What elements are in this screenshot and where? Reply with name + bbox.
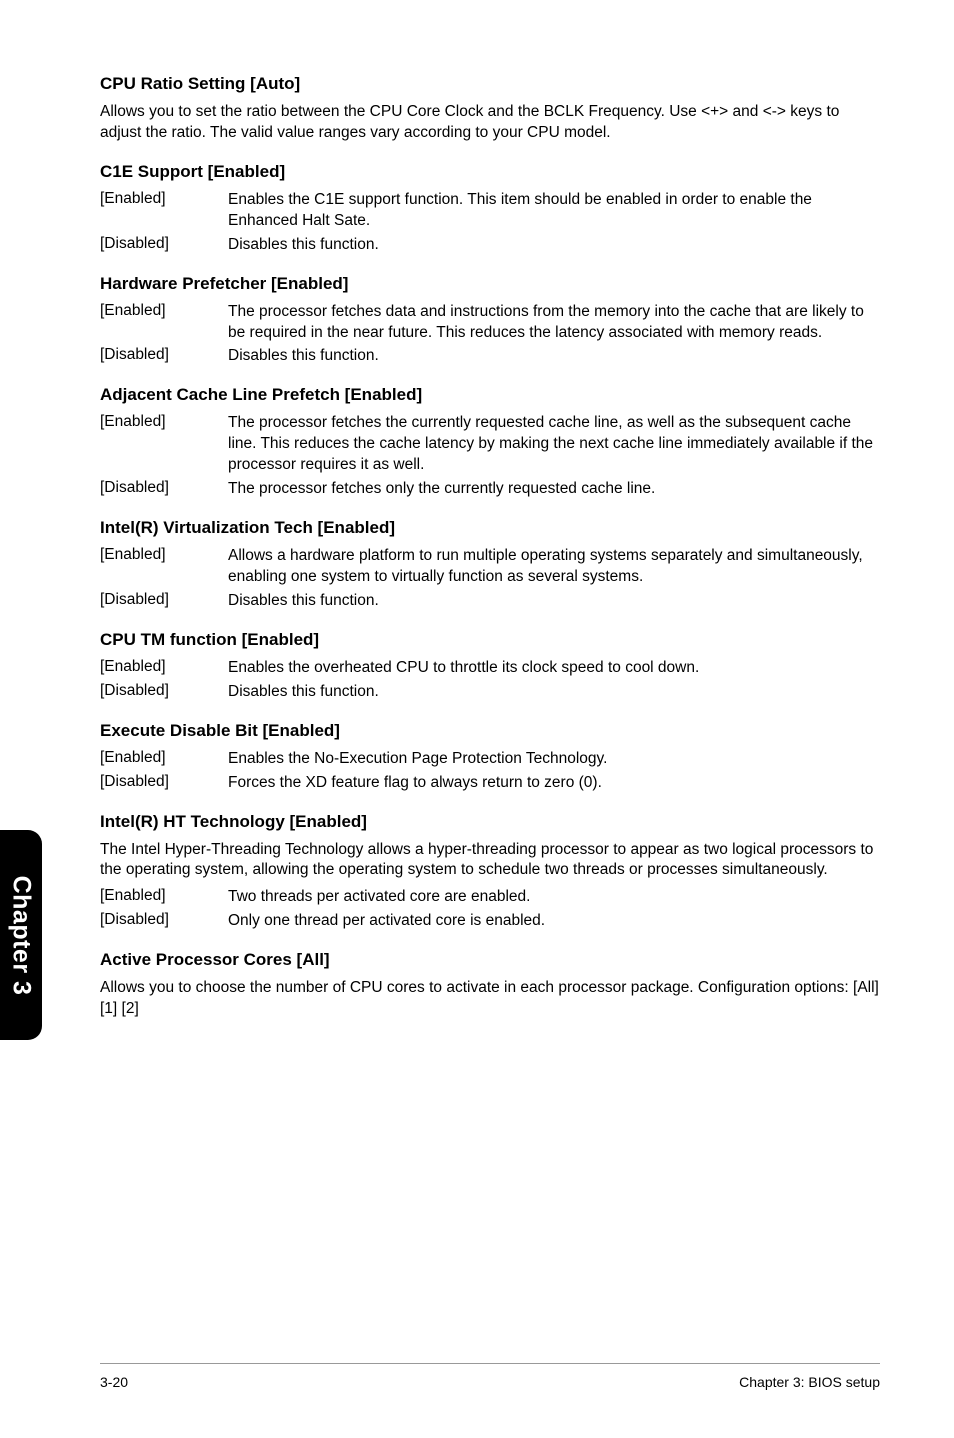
chapter-tab-label: Chapter 3 <box>7 875 36 995</box>
option-value: Enables the C1E support function. This i… <box>228 190 880 232</box>
body-text: The Intel Hyper-Threading Technology all… <box>100 840 880 882</box>
option-value: Allows a hardware platform to run multip… <box>228 546 880 588</box>
option-row: [Disabled] Disables this function. <box>100 235 880 256</box>
footer-page-number: 3-20 <box>100 1374 128 1390</box>
option-row: [Disabled] Disables this function. <box>100 346 880 367</box>
option-row: [Disabled] Forces the XD feature flag to… <box>100 773 880 794</box>
page-footer: 3-20 Chapter 3: BIOS setup <box>100 1363 880 1390</box>
option-key: [Enabled] <box>100 749 228 770</box>
option-value: Only one thread per activated core is en… <box>228 911 880 932</box>
option-row: [Enabled] Enables the No-Execution Page … <box>100 749 880 770</box>
heading: Execute Disable Bit [Enabled] <box>100 721 880 741</box>
setting-ht-tech: Intel(R) HT Technology [Enabled] The Int… <box>100 812 880 933</box>
option-value: Forces the XD feature flag to always ret… <box>228 773 880 794</box>
heading: Active Processor Cores [All] <box>100 950 880 970</box>
option-row: [Disabled] Disables this function. <box>100 682 880 703</box>
option-value: Enables the No-Execution Page Protection… <box>228 749 880 770</box>
option-value: The processor fetches only the currently… <box>228 479 880 500</box>
setting-hw-prefetch: Hardware Prefetcher [Enabled] [Enabled] … <box>100 274 880 368</box>
option-value: Disables this function. <box>228 235 880 256</box>
option-key: [Disabled] <box>100 479 228 500</box>
option-value: Enables the overheated CPU to throttle i… <box>228 658 880 679</box>
page-content: CPU Ratio Setting [Auto] Allows you to s… <box>0 0 954 1020</box>
setting-adj-cache: Adjacent Cache Line Prefetch [Enabled] [… <box>100 385 880 500</box>
option-row: [Enabled] The processor fetches data and… <box>100 302 880 344</box>
setting-active-cores: Active Processor Cores [All] Allows you … <box>100 950 880 1020</box>
option-value: Disables this function. <box>228 682 880 703</box>
option-key: [Disabled] <box>100 591 228 612</box>
option-key: [Disabled] <box>100 346 228 367</box>
heading: Hardware Prefetcher [Enabled] <box>100 274 880 294</box>
setting-exec-disable: Execute Disable Bit [Enabled] [Enabled] … <box>100 721 880 794</box>
option-key: [Disabled] <box>100 773 228 794</box>
option-key: [Enabled] <box>100 887 228 908</box>
option-row: [Enabled] Two threads per activated core… <box>100 887 880 908</box>
setting-cpu-ratio: CPU Ratio Setting [Auto] Allows you to s… <box>100 74 880 144</box>
option-key: [Disabled] <box>100 911 228 932</box>
heading: CPU Ratio Setting [Auto] <box>100 74 880 94</box>
chapter-tab: Chapter 3 <box>0 830 42 1040</box>
option-key: [Enabled] <box>100 546 228 588</box>
setting-c1e: C1E Support [Enabled] [Enabled] Enables … <box>100 162 880 256</box>
option-key: [Enabled] <box>100 658 228 679</box>
option-value: Disables this function. <box>228 346 880 367</box>
option-key: [Disabled] <box>100 235 228 256</box>
option-row: [Disabled] The processor fetches only th… <box>100 479 880 500</box>
option-row: [Disabled] Disables this function. <box>100 591 880 612</box>
option-row: [Disabled] Only one thread per activated… <box>100 911 880 932</box>
option-key: [Disabled] <box>100 682 228 703</box>
body-text: Allows you to choose the number of CPU c… <box>100 978 880 1020</box>
option-key: [Enabled] <box>100 190 228 232</box>
option-value: Two threads per activated core are enabl… <box>228 887 880 908</box>
body-text: Allows you to set the ratio between the … <box>100 102 880 144</box>
option-value: The processor fetches the currently requ… <box>228 413 880 476</box>
heading: Intel(R) HT Technology [Enabled] <box>100 812 880 832</box>
option-row: [Enabled] The processor fetches the curr… <box>100 413 880 476</box>
heading: CPU TM function [Enabled] <box>100 630 880 650</box>
footer-chapter-title: Chapter 3: BIOS setup <box>739 1374 880 1390</box>
option-row: [Enabled] Enables the overheated CPU to … <box>100 658 880 679</box>
heading: C1E Support [Enabled] <box>100 162 880 182</box>
option-row: [Enabled] Allows a hardware platform to … <box>100 546 880 588</box>
heading: Adjacent Cache Line Prefetch [Enabled] <box>100 385 880 405</box>
option-value: Disables this function. <box>228 591 880 612</box>
setting-virt-tech: Intel(R) Virtualization Tech [Enabled] [… <box>100 518 880 612</box>
option-key: [Enabled] <box>100 302 228 344</box>
option-row: [Enabled] Enables the C1E support functi… <box>100 190 880 232</box>
option-value: The processor fetches data and instructi… <box>228 302 880 344</box>
setting-cpu-tm: CPU TM function [Enabled] [Enabled] Enab… <box>100 630 880 703</box>
heading: Intel(R) Virtualization Tech [Enabled] <box>100 518 880 538</box>
option-key: [Enabled] <box>100 413 228 476</box>
